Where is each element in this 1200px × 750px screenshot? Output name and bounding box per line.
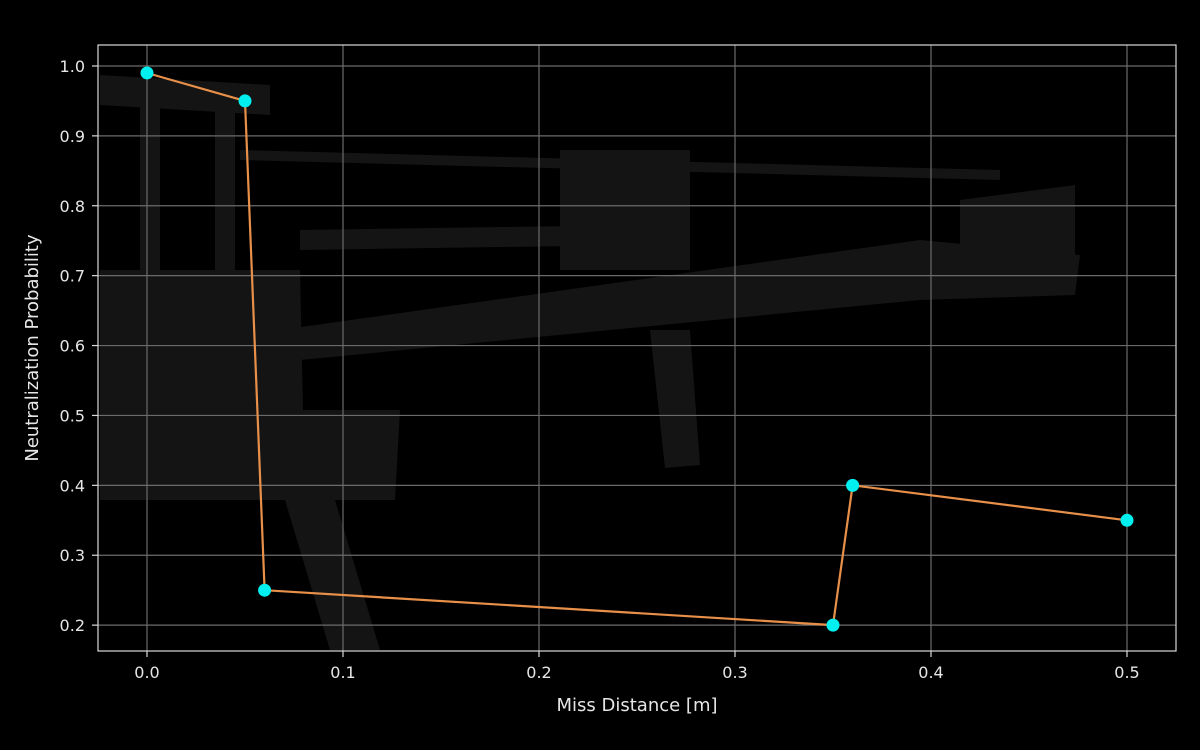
series-0 (140, 66, 1134, 632)
y-tick-label: 0.9 (60, 127, 85, 146)
data-point (140, 66, 154, 80)
data-point (258, 583, 272, 597)
data-point (238, 94, 252, 108)
drone-background-image (100, 75, 1080, 650)
x-tick-label: 0.4 (918, 663, 943, 682)
x-tick-label: 0.2 (526, 663, 551, 682)
y-tick-label: 0.7 (60, 267, 85, 286)
x-tick-label: 0.0 (134, 663, 159, 682)
data-point (846, 478, 860, 492)
x-axis-label: Miss Distance [m] (556, 695, 717, 716)
y-tick-label: 1.0 (60, 57, 85, 76)
plot-frame (97, 44, 1177, 652)
axis-ticks: 0.0 0.1 0.2 0.3 0.4 0.5 0.2 0.3 0.4 0.5 0.6 0.7 0.8 0… (60, 57, 1140, 682)
y-tick-label: 0.6 (60, 337, 85, 356)
y-tick-label: 0.3 (60, 546, 85, 565)
y-tick-label: 0.4 (60, 476, 85, 495)
x-tick-label: 0.1 (330, 663, 355, 682)
x-tick-label: 0.5 (1114, 663, 1139, 682)
grid (98, 45, 1176, 651)
y-tick-label: 0.8 (60, 197, 85, 216)
data-point (1120, 513, 1134, 527)
series-line (146, 71, 1128, 627)
y-tick-label: 0.5 (60, 406, 85, 425)
y-tick-label: 0.2 (60, 616, 85, 635)
x-tick-label: 0.3 (722, 663, 747, 682)
y-axis-label: Neutralization Probability (22, 234, 43, 462)
data-point (826, 618, 840, 632)
